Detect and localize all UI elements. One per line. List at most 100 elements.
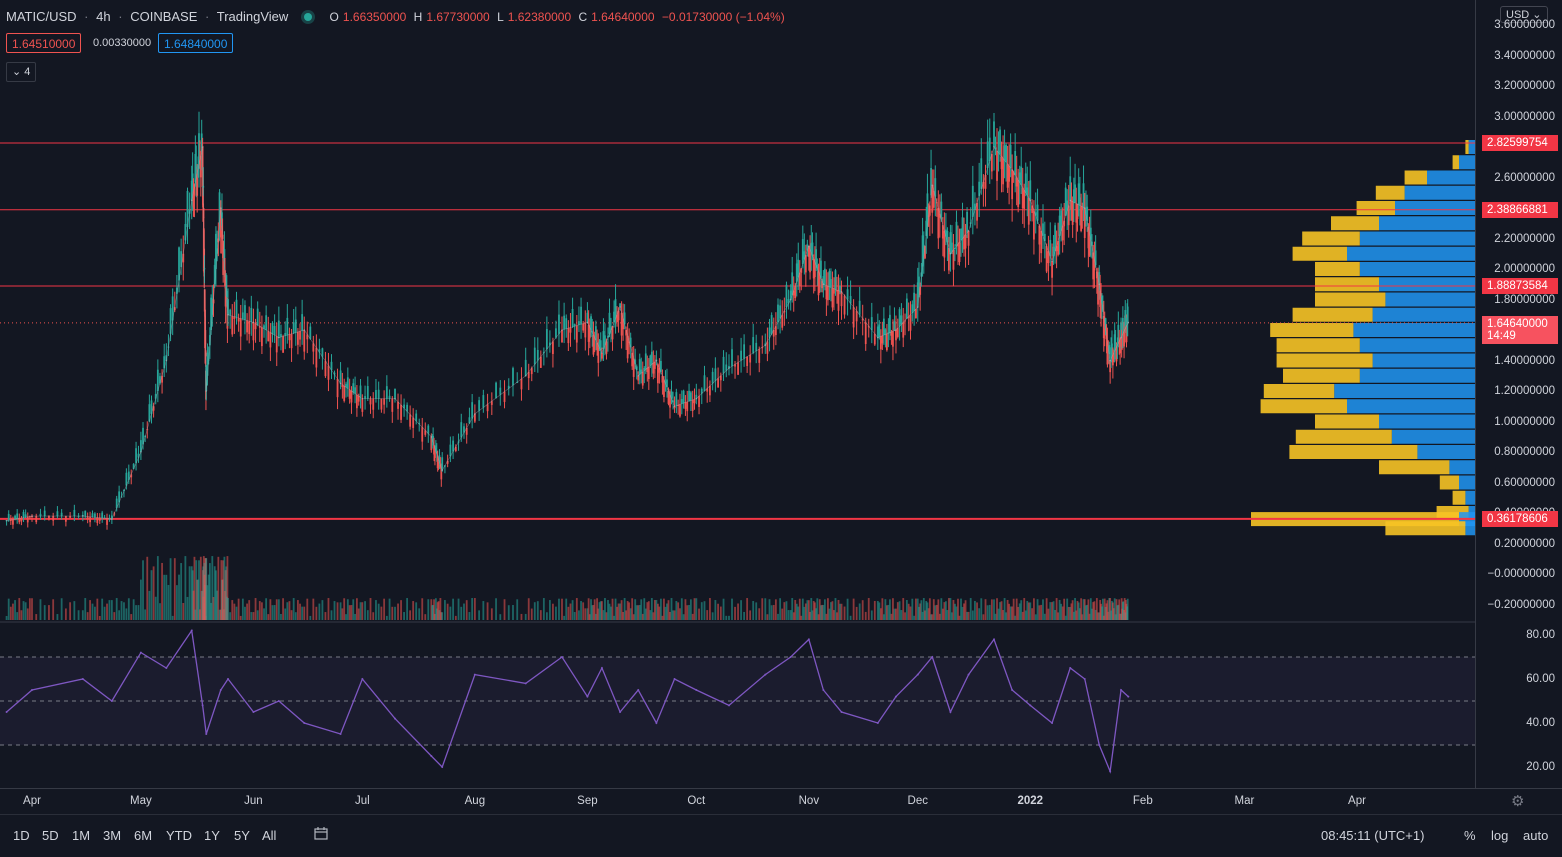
candle-body xyxy=(631,352,634,367)
volume-bar xyxy=(1106,600,1109,620)
candle-body xyxy=(882,318,885,336)
candle-body xyxy=(781,314,784,328)
currency-button[interactable]: USD ⌄ xyxy=(1500,6,1548,23)
candle-body xyxy=(1006,164,1009,188)
price-data-point xyxy=(441,469,444,472)
volume-bar xyxy=(625,610,628,620)
volume-bar xyxy=(152,566,155,620)
volume-profile-down-bar xyxy=(1260,399,1347,414)
range-button-all[interactable]: All xyxy=(262,828,277,843)
volume-profile-up-bar xyxy=(1353,323,1475,337)
candle-body xyxy=(215,233,217,269)
volume-bar xyxy=(200,590,203,620)
volume-bar xyxy=(1089,598,1092,620)
volume-bar xyxy=(377,603,380,620)
auto-scale-button[interactable]: auto xyxy=(1523,828,1549,843)
log-scale-button[interactable]: log xyxy=(1491,828,1509,843)
bid-box[interactable]: 1.64510000 xyxy=(6,33,82,53)
volume-bar xyxy=(974,600,976,620)
rsi-data-point xyxy=(339,733,342,735)
rsi-data-point xyxy=(967,673,970,676)
interval-label[interactable]: 4h xyxy=(96,9,111,24)
price-data-point xyxy=(877,336,879,339)
ask-box[interactable]: 1.64840000 xyxy=(158,33,234,53)
volume-profile-down-bar xyxy=(1356,201,1395,215)
settings-gear-icon[interactable]: ⚙ xyxy=(1511,793,1525,810)
range-button-5d[interactable]: 5D xyxy=(42,828,59,843)
candle-body xyxy=(1042,223,1044,236)
range-button-1y[interactable]: 1Y xyxy=(204,828,220,843)
date-range-icon[interactable] xyxy=(313,825,329,841)
volume-bar xyxy=(449,606,452,620)
last-price-tag[interactable]: 1.64640000 14:49 xyxy=(1482,315,1558,344)
volume-bar xyxy=(843,606,846,620)
volume-bar xyxy=(81,610,84,620)
volume-bar xyxy=(632,614,635,620)
ohlc-readout: O 1.66350000 H 1.67730000 L 1.62380000 C 1.6… xyxy=(329,10,785,24)
volume-bar xyxy=(108,600,111,620)
symbol-label[interactable]: MATIC/USD xyxy=(6,9,77,24)
volume-bar xyxy=(1047,608,1050,620)
candle-body xyxy=(536,349,539,361)
price-axis[interactable]: USD ⌄ 3.60000000 3.40000000 3.20000000 3.00… xyxy=(1475,0,1562,622)
range-button-ytd[interactable]: YTD xyxy=(166,828,192,843)
volume-profile-down-bar xyxy=(1263,384,1335,398)
candle-body xyxy=(571,308,574,327)
price-tag-value: 2.38866881 xyxy=(1487,203,1548,216)
rsi-axis[interactable]: 80.00 60.00 40.00 20.00 xyxy=(1475,622,1562,788)
indicators-toggle[interactable]: ⌄ 4 xyxy=(6,62,37,82)
volume-profile-down-bar xyxy=(1452,490,1466,505)
candle-body xyxy=(231,316,234,335)
range-button-3m[interactable]: 3M xyxy=(103,828,122,843)
level-price-tag[interactable]: 2.38866881 xyxy=(1482,201,1558,218)
volume-bar xyxy=(486,602,489,620)
candle-body xyxy=(675,392,678,406)
level-price-tag[interactable]: 1.88873584 xyxy=(1482,277,1558,294)
price-data-point xyxy=(278,336,280,339)
volume-bar xyxy=(60,598,63,620)
range-button-1m[interactable]: 1M xyxy=(72,828,91,843)
volume-bar xyxy=(984,599,987,620)
candle-body xyxy=(364,396,366,399)
volume-bar xyxy=(1003,598,1006,620)
candle-body xyxy=(840,291,843,307)
candle-body xyxy=(156,369,159,391)
candle-body xyxy=(831,288,834,308)
volume-bar xyxy=(996,598,998,620)
candle-body xyxy=(1111,354,1114,366)
range-button-6m[interactable]: 6M xyxy=(134,828,153,843)
level-price-tag[interactable]: 2.82599754 xyxy=(1482,135,1558,152)
candle-body xyxy=(961,217,964,239)
chart-svg[interactable] xyxy=(0,0,1475,788)
candle-body xyxy=(200,133,203,152)
volume-bar xyxy=(935,604,938,620)
candle-body xyxy=(471,402,474,419)
volume-bar xyxy=(148,590,151,620)
candle-body xyxy=(350,391,353,403)
candle-body xyxy=(463,426,465,433)
candle-body xyxy=(345,383,347,388)
volume-bar xyxy=(932,599,935,620)
volume-bar xyxy=(427,599,430,620)
candle-body xyxy=(297,331,299,345)
chart-area[interactable]: MATIC/USD · 4h · COINBASE · TradingView … xyxy=(0,0,1475,788)
candle-body xyxy=(971,185,974,217)
price-data-point xyxy=(1098,283,1101,286)
range-button-5y[interactable]: 5Y xyxy=(234,828,250,843)
candle-body xyxy=(664,380,667,384)
level-price-tag[interactable]: 0.36178606 xyxy=(1482,510,1558,527)
percent-scale-button[interactable]: % xyxy=(1464,828,1476,843)
candle-body xyxy=(1029,180,1032,201)
range-button-1d[interactable]: 1D xyxy=(13,828,30,843)
volume-bar xyxy=(176,585,178,620)
clock-readout[interactable]: 08:45:11 (UTC+1) xyxy=(1321,828,1425,843)
candle-body xyxy=(768,327,771,338)
candle-body xyxy=(292,322,295,334)
volume-bar xyxy=(536,601,539,620)
time-tick-label: Jul xyxy=(354,795,370,807)
volume-bar xyxy=(269,599,272,620)
candle-body xyxy=(301,314,304,331)
candle-body xyxy=(1009,144,1012,168)
price-data-point xyxy=(227,313,229,316)
time-axis[interactable]: ⚙ Apr May Jun Jul Aug Sep Oct Nov Dec 2022 Feb Mar A… xyxy=(0,788,1562,815)
